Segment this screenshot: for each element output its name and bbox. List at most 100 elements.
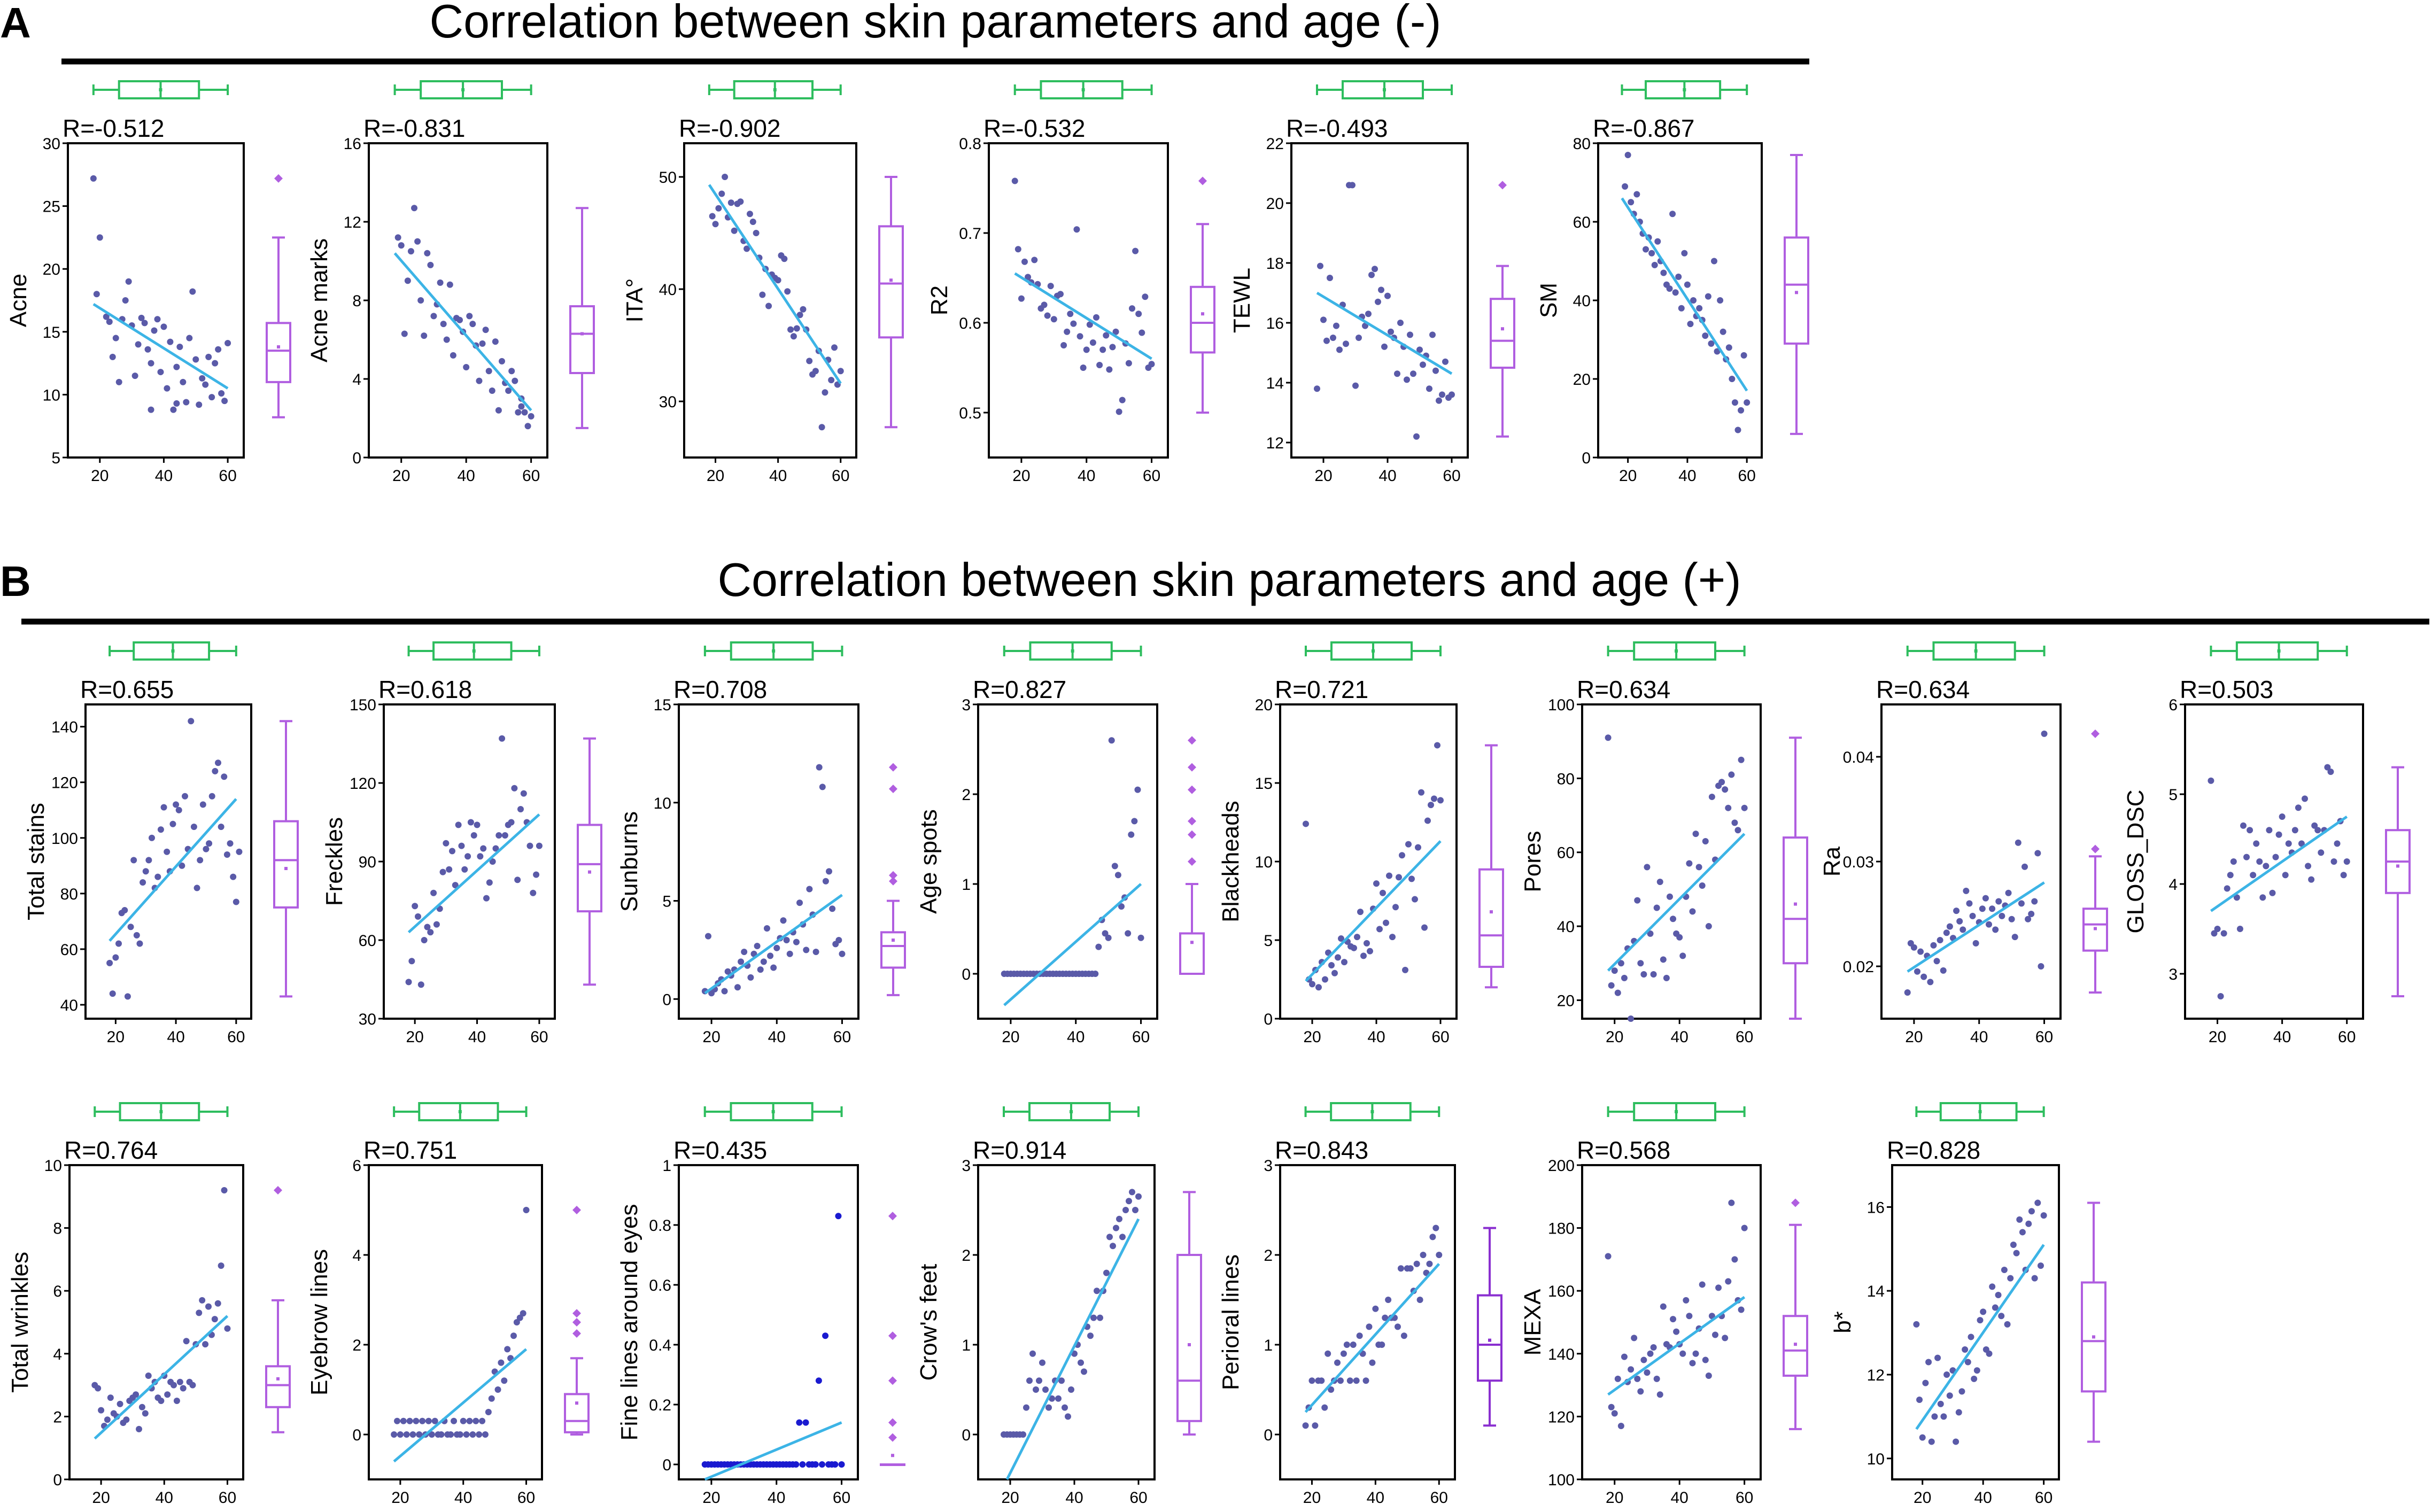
data-point — [1302, 1422, 1309, 1429]
data-point — [1382, 1314, 1389, 1321]
age-box-iqr — [119, 1102, 200, 1121]
y-tick-label: 50 — [659, 169, 677, 187]
data-point — [1340, 1350, 1347, 1357]
data-point — [1373, 880, 1380, 887]
data-point — [816, 764, 823, 771]
data-point — [1103, 332, 1110, 339]
plot-frame — [1597, 142, 1763, 459]
data-point — [230, 873, 237, 880]
data-point — [1681, 250, 1688, 257]
data-point — [1919, 1434, 1926, 1441]
regression-line — [704, 1421, 842, 1481]
data-point — [2327, 769, 2334, 775]
data-point — [1389, 934, 1396, 941]
box-mean — [1488, 1338, 1491, 1342]
data-point — [2272, 854, 2279, 860]
data-point — [151, 327, 158, 334]
data-point — [727, 199, 734, 206]
y-axis-label: ITA° — [622, 278, 648, 323]
data-point — [1429, 1234, 1436, 1240]
plot-frame — [977, 703, 1158, 1020]
data-point — [1356, 1332, 1363, 1339]
box-outlier — [274, 1186, 282, 1195]
data-point — [523, 1207, 530, 1213]
subplot-gloss_dsc: R=0.503 GLOSS_DSC 3 4 5 6 20 40 60 — [2123, 641, 2411, 1046]
data-point — [1675, 273, 1682, 280]
regression-line — [1607, 1296, 1746, 1396]
data-point — [2291, 827, 2298, 834]
data-point — [2015, 839, 2021, 846]
data-point — [96, 234, 103, 241]
data-point — [1320, 316, 1327, 323]
age-box-iqr — [1029, 641, 1113, 661]
data-point — [489, 858, 496, 865]
data-point — [106, 318, 113, 325]
data-point — [1132, 247, 1139, 254]
data-point — [1131, 818, 1138, 825]
data-point — [1315, 984, 1322, 991]
plot-frame — [1581, 703, 1762, 1020]
x-tick-label: 60 — [833, 1489, 850, 1507]
data-point — [1687, 321, 1694, 328]
data-point — [463, 1431, 470, 1438]
data-point — [1093, 314, 1099, 321]
r-value-label: R=0.827 — [973, 676, 1066, 703]
data-point — [169, 820, 176, 827]
data-point — [1122, 1207, 1129, 1213]
data-point — [1738, 1306, 1745, 1313]
data-point — [1317, 262, 1323, 269]
data-point — [1083, 346, 1090, 353]
y-tick-label: 100 — [51, 830, 78, 848]
data-point — [1036, 1377, 1042, 1384]
y-tick-label: 5 — [1264, 932, 1273, 950]
data-point — [433, 921, 440, 928]
data-point — [1428, 802, 1434, 809]
data-point — [1943, 929, 1950, 936]
data-point — [760, 958, 767, 965]
data-point — [1634, 897, 1641, 904]
y-tick-label: 3 — [2168, 966, 2178, 983]
data-point — [747, 974, 754, 981]
data-point — [1068, 1386, 1074, 1393]
data-point — [1946, 1392, 1953, 1399]
data-point — [2034, 1199, 2041, 1206]
data-point — [1656, 1391, 1663, 1398]
y-tick-label: 0 — [962, 1426, 971, 1444]
data-point — [1392, 904, 1399, 911]
data-point — [157, 826, 164, 833]
data-point — [1734, 827, 1741, 834]
plot-frame — [67, 142, 245, 459]
data-point — [1333, 322, 1339, 329]
data-point — [2318, 849, 2325, 856]
subplot-mexa: R=0.568 MEXA 100 120 140 160 180 200 20 40 60 — [1520, 1102, 1808, 1507]
data-point — [1728, 771, 1735, 778]
data-point — [1695, 864, 1702, 871]
data-point — [411, 205, 418, 212]
data-point — [2224, 885, 2230, 892]
age-box-mean — [1383, 88, 1386, 91]
data-point — [1404, 376, 1410, 383]
data-point — [1647, 930, 1654, 937]
data-point — [1431, 795, 1437, 802]
subplot-blackheads: R=0.721 Blackheads 0 5 10 15 20 20 40 60 — [1218, 641, 1504, 1046]
data-point — [1992, 1304, 1999, 1311]
data-point — [227, 840, 234, 847]
y-tick-label: 1 — [662, 1157, 671, 1175]
panel-a-title: Correlation between skin parameters and … — [430, 0, 1442, 48]
data-point — [112, 954, 119, 961]
data-point — [2040, 1212, 2047, 1219]
data-point — [466, 313, 473, 320]
data-point — [738, 958, 745, 965]
regression-line — [1305, 840, 1442, 982]
subplot-fine_lines: R=0.435 Fine lines around eyes 0 0.2 0.4 0.6 0… — [616, 1102, 905, 1507]
data-point — [2019, 1229, 2026, 1236]
age-box-mean — [1675, 649, 1678, 653]
data-point — [203, 846, 210, 852]
data-point — [1966, 900, 1973, 907]
y-tick-label: 1 — [962, 876, 971, 894]
data-point — [130, 857, 137, 864]
data-point — [1621, 974, 1628, 981]
data-point — [1608, 1404, 1615, 1410]
x-tick-label: 60 — [1443, 467, 1460, 485]
data-point — [1728, 1199, 1735, 1206]
